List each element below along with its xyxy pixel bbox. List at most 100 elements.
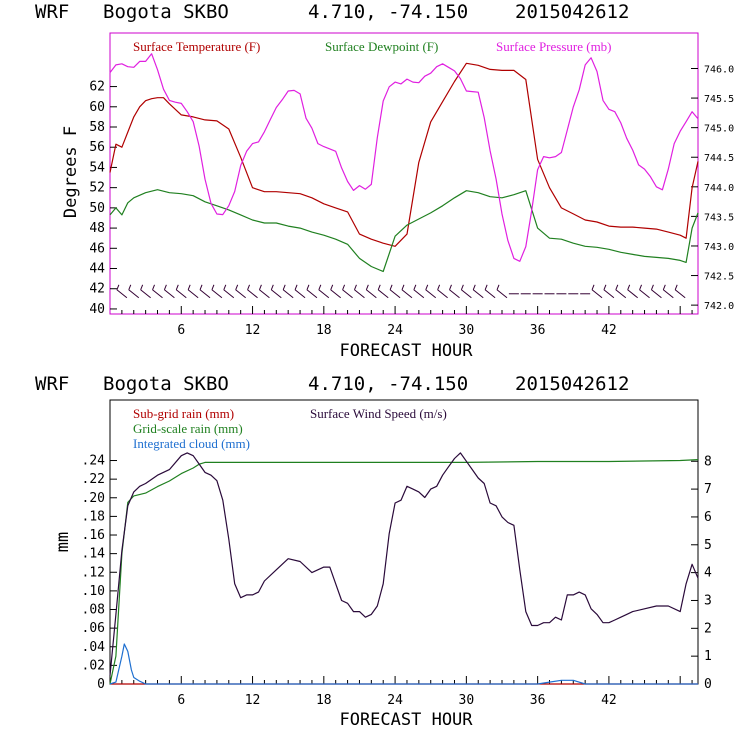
wind-barb-19 [330, 289, 342, 299]
wind-barb-flag-47 [662, 284, 666, 290]
wind-barb-23 [377, 289, 389, 299]
wind-barb-11 [235, 289, 246, 299]
legend-sub-grid-rain: Sub-grid rain (mm) [133, 406, 234, 421]
wind-barb-13 [259, 289, 270, 299]
panel2-xtick-label-1: 12 [245, 693, 261, 708]
wind-barb-28 [437, 289, 448, 299]
panel1-y2tick-label-7: 745.5 [704, 94, 734, 105]
wind-barb-flag-43 [615, 284, 619, 290]
wind-barb-flag-8 [199, 284, 203, 290]
wind-barb-43 [615, 289, 627, 299]
panel2-y2tick-label-6: 6 [704, 510, 712, 525]
panel2-y2tick-label-8: 8 [704, 454, 712, 469]
wind-barb-18 [318, 289, 330, 299]
wind-barb-44 [627, 289, 638, 299]
panel1-series-lines [109, 53, 699, 273]
panel2-ytick-label-11: .22 [82, 472, 105, 487]
panel2-xtick-label-2: 18 [316, 693, 332, 708]
panel1-series-line-surface-temperature-f [109, 62, 699, 247]
wind-barb-flag-48 [674, 284, 678, 290]
wind-barb-6 [175, 289, 187, 299]
wind-barb-21 [354, 289, 365, 299]
panel2-header-model: WRF [35, 373, 69, 395]
panel2-y2tick-label-3: 3 [704, 593, 712, 608]
wind-barb-flag-26 [413, 284, 417, 290]
wind-barb-flag-32 [484, 284, 488, 290]
wind-barb-17 [306, 289, 318, 299]
wind-barb-flag-30 [460, 284, 464, 290]
wind-barb-flag-23 [377, 284, 381, 290]
wind-barb-flag-7 [187, 284, 191, 290]
wind-barb-flag-45 [639, 284, 643, 290]
panel2-ytick-label-5: .10 [82, 584, 105, 599]
panel2-xtick-label-4: 30 [459, 693, 475, 708]
panel1-y2tick-label-1: 742.5 [704, 272, 734, 283]
wind-barb-flag-24 [389, 284, 393, 290]
wind-barb-5 [164, 289, 175, 299]
panel2-ytick-label-9: .18 [82, 509, 105, 524]
panel2-ytick-label-1: .02 [82, 658, 105, 673]
panel2-series-lines [109, 452, 699, 685]
wind-barb-16 [294, 289, 306, 299]
panel1-ytick-label-6: 52 [89, 181, 105, 196]
panel1-ytick-label-3: 46 [89, 241, 105, 256]
panel1-ytick-label-11: 62 [89, 80, 105, 95]
panel2-series-line-integrated-cloud-mm [109, 643, 698, 685]
panel1-y-axis-label: Degrees F [61, 126, 81, 218]
panel2-y2tick-label-5: 5 [704, 538, 712, 553]
panel1-ytick-label-7: 54 [89, 160, 105, 175]
wind-barb-46 [651, 289, 662, 299]
wind-barb-15 [282, 289, 294, 299]
wind-barb-flag-44 [627, 284, 631, 290]
wind-barb-12 [247, 289, 258, 299]
wind-barb-48 [674, 289, 686, 299]
wind-barb-flag-46 [650, 284, 654, 290]
panel1-ytick-label-1: 42 [89, 282, 105, 297]
wind-barbs [116, 284, 686, 299]
panel1-y2tick-label-2: 743.0 [704, 242, 734, 253]
wind-barb-flag-22 [365, 284, 369, 290]
panel1-x-axis-ticks: 6 12 18 24 30 36 42 [121, 306, 693, 338]
panel2-y-axis-label: mm [53, 532, 73, 552]
wind-barb-42 [603, 289, 615, 299]
wind-barb-flag-16 [294, 284, 298, 290]
wind-barb-flag-21 [353, 284, 357, 290]
legend-integrated-cloud: Integrated cloud (mm) [133, 436, 250, 451]
panel2-y2tick-label-4: 4 [704, 566, 712, 581]
wind-barb-flag-27 [425, 284, 429, 290]
wind-barb-flag-41 [591, 284, 595, 290]
wind-barb-47 [662, 289, 674, 299]
panel2-ytick-label-6: .12 [82, 565, 105, 580]
panel1-header-station: Bogota SKBO [103, 1, 229, 23]
wind-barb-4 [152, 289, 163, 299]
wind-barb-25 [401, 289, 413, 299]
panel1-xtick-label-0: 6 [177, 323, 185, 338]
panel2-ytick-label-2: .04 [82, 640, 106, 655]
wind-barb-27 [425, 289, 437, 299]
wind-barb-flag-4 [152, 284, 155, 290]
panel2-y2tick-label-0: 0 [704, 677, 712, 692]
wind-barb-flag-18 [318, 284, 322, 290]
legend-surface-pressure: Surface Pressure (mb) [496, 39, 612, 54]
wind-barb-7 [187, 289, 199, 299]
legend-surface-temperature: Surface Temperature (F) [133, 39, 260, 54]
panel2-ytick-label-12: .24 [82, 454, 106, 469]
wind-barb-flag-20 [342, 284, 346, 290]
wind-barb-flag-13 [258, 284, 262, 290]
wind-barb-45 [639, 289, 650, 299]
panel1-ytick-label-9: 58 [89, 120, 105, 135]
panel1-series-line-surface-dewpoint-f [109, 189, 699, 273]
panel1-ytick-label-10: 60 [89, 100, 105, 115]
wind-barb-8 [199, 289, 211, 299]
wind-barb-flag-31 [472, 284, 476, 290]
wind-barb-41 [591, 289, 603, 299]
wind-barb-flag-28 [437, 284, 441, 290]
wind-barb-flag-9 [211, 284, 215, 290]
panel1-y2-axis-ticks: 742.0 742.5 743.0 743.5 744.0 744.5 745.0 745.5… [691, 64, 734, 312]
panel1-y2tick-label-3: 743.5 [704, 212, 734, 223]
wind-barb-flag-29 [449, 284, 452, 290]
wind-barb-33 [496, 289, 508, 299]
panel2-xtick-label-0: 6 [177, 693, 185, 708]
wind-barb-flag-11 [235, 284, 239, 290]
